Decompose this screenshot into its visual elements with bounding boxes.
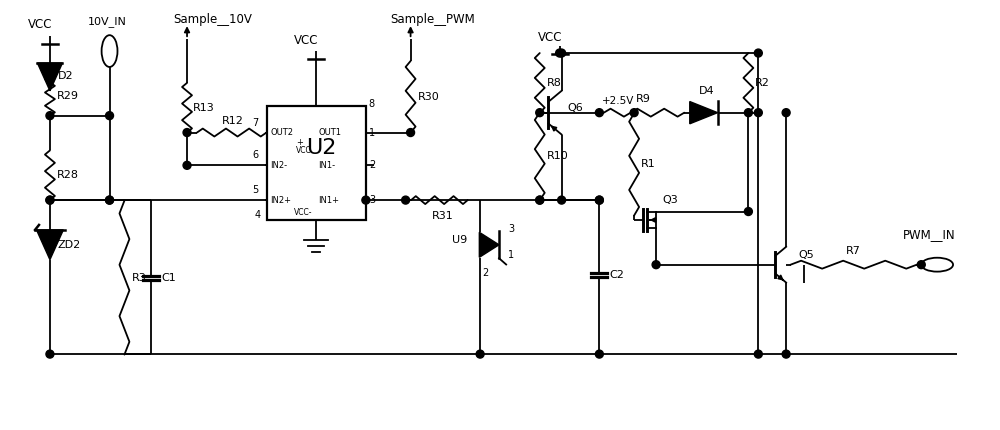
Circle shape — [46, 196, 54, 204]
Text: +2.5V: +2.5V — [602, 96, 635, 106]
Circle shape — [744, 109, 752, 117]
Circle shape — [558, 49, 566, 57]
Text: C1: C1 — [161, 273, 176, 283]
Circle shape — [754, 350, 762, 358]
Circle shape — [183, 161, 191, 169]
Text: D2: D2 — [58, 71, 73, 81]
Circle shape — [106, 196, 114, 204]
Circle shape — [183, 129, 191, 136]
Polygon shape — [37, 230, 63, 260]
Polygon shape — [479, 232, 499, 257]
Text: R1: R1 — [641, 160, 656, 169]
Circle shape — [652, 261, 660, 269]
Circle shape — [536, 196, 544, 204]
Text: PWM__IN: PWM__IN — [902, 228, 955, 241]
Text: R12: R12 — [222, 116, 244, 126]
Text: 3: 3 — [369, 195, 375, 205]
Text: 10V_IN: 10V_IN — [88, 16, 127, 27]
Circle shape — [754, 109, 762, 117]
Circle shape — [46, 112, 54, 120]
Text: R8: R8 — [547, 78, 562, 88]
Text: VCC: VCC — [538, 31, 562, 44]
Circle shape — [402, 196, 410, 204]
Bar — [267, 106, 366, 220]
Text: R28: R28 — [57, 170, 79, 180]
Text: R3: R3 — [131, 273, 146, 283]
Circle shape — [595, 196, 603, 204]
Text: 6: 6 — [253, 150, 259, 160]
Circle shape — [106, 112, 114, 120]
Text: VCC: VCC — [28, 18, 53, 31]
Text: IN2+: IN2+ — [270, 196, 291, 205]
Text: U2: U2 — [306, 138, 336, 158]
Circle shape — [362, 196, 370, 204]
Text: R9: R9 — [636, 94, 651, 104]
Circle shape — [536, 109, 544, 117]
Circle shape — [595, 196, 603, 204]
Text: ZD2: ZD2 — [58, 240, 81, 250]
Text: 4: 4 — [255, 210, 261, 220]
Text: 8: 8 — [369, 99, 375, 109]
Text: OUT1: OUT1 — [318, 128, 341, 137]
Circle shape — [476, 350, 484, 358]
Text: Q3: Q3 — [662, 195, 678, 205]
Circle shape — [595, 109, 603, 117]
Text: 2: 2 — [482, 267, 488, 278]
Circle shape — [595, 350, 603, 358]
Text: 5: 5 — [253, 185, 259, 195]
Text: OUT2: OUT2 — [270, 128, 293, 137]
Text: 2: 2 — [369, 160, 375, 170]
Text: Q5: Q5 — [798, 250, 814, 260]
Text: R7: R7 — [846, 246, 861, 256]
Text: VCC-: VCC- — [294, 208, 313, 217]
Text: IN2-: IN2- — [270, 161, 288, 170]
Text: VCC: VCC — [294, 34, 319, 46]
Circle shape — [917, 261, 925, 269]
Circle shape — [556, 49, 564, 57]
Circle shape — [558, 196, 566, 204]
Circle shape — [630, 109, 638, 117]
Circle shape — [106, 196, 114, 204]
Text: Q6: Q6 — [568, 103, 583, 113]
Circle shape — [46, 350, 54, 358]
Circle shape — [782, 109, 790, 117]
Circle shape — [744, 208, 752, 215]
Text: R10: R10 — [547, 151, 568, 161]
Circle shape — [46, 196, 54, 204]
Text: IN1+: IN1+ — [318, 196, 339, 205]
Circle shape — [536, 196, 544, 204]
Text: Sample__10V: Sample__10V — [173, 13, 252, 26]
Text: VCC: VCC — [296, 146, 312, 155]
Text: D4: D4 — [699, 86, 714, 96]
Text: IN1-: IN1- — [318, 161, 335, 170]
Text: 1: 1 — [508, 250, 514, 260]
Text: R31: R31 — [431, 211, 453, 221]
Text: R13: R13 — [193, 103, 215, 113]
Text: +: + — [296, 138, 303, 147]
Text: R2: R2 — [755, 78, 770, 88]
Text: R30: R30 — [418, 92, 439, 102]
Text: 1: 1 — [369, 128, 375, 138]
Text: R29: R29 — [57, 91, 79, 101]
Circle shape — [754, 49, 762, 57]
Text: C2: C2 — [609, 270, 624, 280]
Text: U9: U9 — [452, 235, 468, 245]
Text: 7: 7 — [253, 117, 259, 128]
Polygon shape — [690, 101, 718, 124]
Text: 3: 3 — [508, 224, 514, 234]
Circle shape — [782, 350, 790, 358]
Text: Sample__PWM: Sample__PWM — [391, 13, 475, 26]
Circle shape — [407, 129, 415, 136]
Polygon shape — [37, 63, 62, 91]
